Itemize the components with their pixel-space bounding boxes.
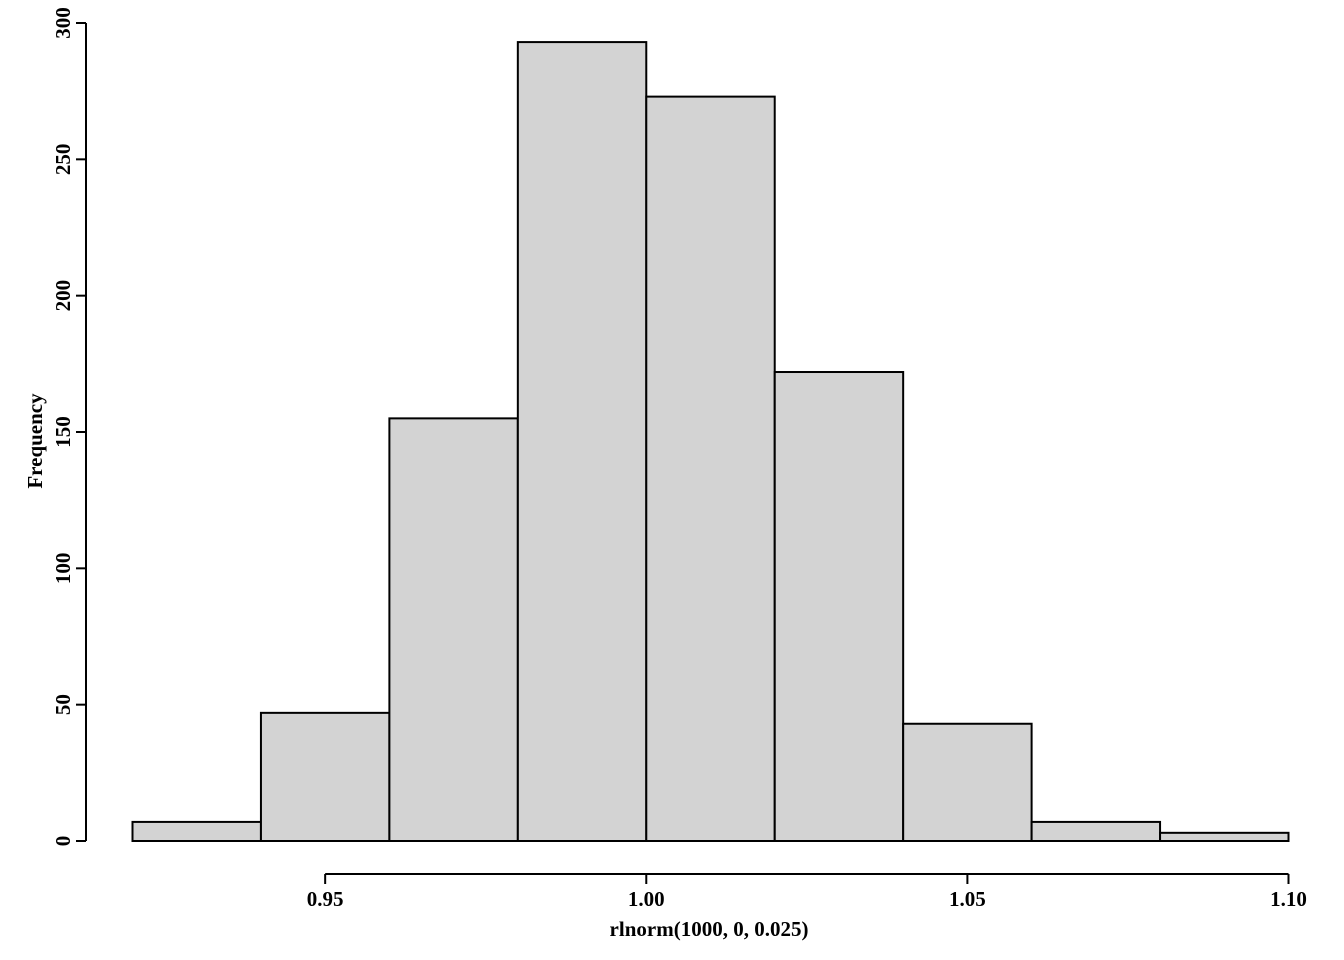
histogram-bar-9	[1159, 831, 1290, 843]
y-tick-label: 200	[51, 280, 75, 312]
histogram-bar-6	[773, 371, 905, 842]
histogram-bar-4	[516, 41, 648, 842]
y-tick-label: 150	[51, 416, 75, 448]
x-tick-label: 1.10	[1270, 887, 1307, 911]
histogram-bar-7	[902, 722, 1033, 843]
y-tick-label: 100	[51, 553, 75, 585]
x-axis-label: rlnorm(1000, 0, 0.025)	[610, 917, 809, 941]
y-tick-label: 250	[51, 144, 75, 176]
histogram-bar-1	[131, 820, 262, 842]
histogram-bar-5	[645, 95, 776, 843]
histogram-bar-3	[388, 417, 519, 842]
histogram-bar-8	[1030, 820, 1162, 842]
x-tick-label: 0.95	[307, 887, 344, 911]
y-tick-label: 50	[51, 694, 75, 715]
y-tick-label: 300	[51, 7, 75, 39]
y-axis-label: Frequency	[23, 393, 47, 489]
bars-group	[131, 41, 1290, 843]
x-tick-label: 1.05	[949, 887, 986, 911]
y-axis: 0 50 100 150 200 250 300	[51, 7, 87, 847]
x-tick-label: 1.00	[628, 887, 665, 911]
histogram-bar-2	[259, 711, 391, 843]
y-tick-label: 0	[51, 836, 75, 847]
x-axis: 0.95 1.00 1.05 1.10	[307, 873, 1307, 911]
